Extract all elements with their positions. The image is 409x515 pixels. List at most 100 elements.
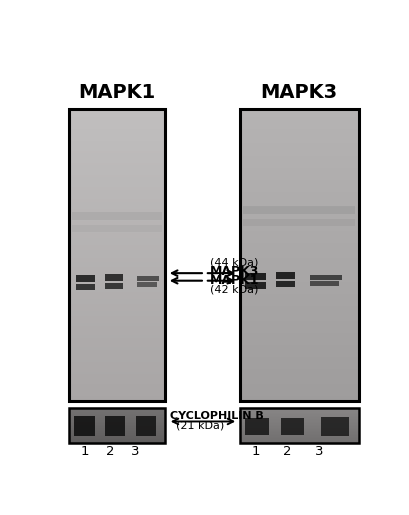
Bar bbox=[69, 352, 165, 355]
Bar bbox=[69, 407, 165, 443]
Bar bbox=[240, 180, 359, 182]
Bar bbox=[69, 274, 165, 277]
Bar bbox=[69, 301, 165, 304]
Bar bbox=[240, 122, 359, 124]
Bar bbox=[240, 342, 359, 345]
Bar bbox=[240, 221, 359, 224]
Bar bbox=[69, 255, 165, 258]
Bar bbox=[240, 372, 359, 374]
Bar bbox=[76, 274, 94, 282]
Bar bbox=[69, 318, 165, 321]
Bar bbox=[240, 214, 359, 216]
Bar bbox=[240, 112, 359, 114]
Bar bbox=[69, 323, 165, 325]
Text: (21 kDa): (21 kDa) bbox=[176, 420, 225, 431]
Text: 3: 3 bbox=[315, 445, 323, 458]
Bar bbox=[69, 202, 165, 204]
Bar bbox=[69, 357, 165, 359]
Bar bbox=[69, 153, 165, 156]
Bar bbox=[240, 260, 359, 263]
Bar bbox=[240, 141, 359, 143]
Bar bbox=[69, 248, 165, 250]
Bar bbox=[69, 109, 165, 112]
Bar bbox=[69, 263, 165, 265]
Bar bbox=[240, 280, 359, 282]
Bar bbox=[69, 369, 165, 372]
Bar bbox=[69, 231, 165, 233]
Bar bbox=[69, 253, 165, 255]
Bar bbox=[69, 314, 165, 316]
Bar bbox=[69, 136, 165, 139]
Bar bbox=[69, 365, 165, 367]
Bar bbox=[240, 202, 359, 204]
Bar bbox=[69, 384, 165, 386]
Bar bbox=[240, 311, 359, 314]
Bar bbox=[240, 170, 359, 173]
Bar bbox=[69, 228, 165, 231]
Bar bbox=[69, 260, 165, 263]
Bar bbox=[69, 304, 165, 306]
Bar bbox=[240, 134, 359, 136]
Bar bbox=[69, 112, 165, 114]
Bar bbox=[240, 369, 359, 372]
Bar bbox=[69, 236, 165, 238]
Bar bbox=[69, 362, 165, 365]
Bar bbox=[240, 185, 359, 187]
Bar bbox=[69, 143, 165, 146]
Bar bbox=[310, 274, 342, 280]
Bar bbox=[240, 238, 359, 241]
Bar bbox=[69, 187, 165, 190]
Text: 3: 3 bbox=[131, 445, 139, 458]
Bar bbox=[240, 163, 359, 165]
Bar bbox=[69, 272, 165, 274]
Bar bbox=[240, 365, 359, 367]
Text: (44 kDa): (44 kDa) bbox=[210, 258, 258, 268]
Bar bbox=[240, 376, 359, 379]
Bar bbox=[240, 274, 359, 277]
Bar bbox=[240, 253, 359, 255]
Bar bbox=[69, 168, 165, 170]
Bar bbox=[105, 274, 124, 281]
Bar bbox=[240, 109, 359, 112]
Bar bbox=[69, 386, 165, 389]
Bar bbox=[240, 314, 359, 316]
Bar bbox=[240, 389, 359, 391]
Bar bbox=[240, 270, 359, 272]
Bar bbox=[240, 291, 359, 294]
Bar bbox=[240, 362, 359, 365]
Bar bbox=[240, 331, 359, 333]
Bar bbox=[69, 265, 165, 267]
Bar bbox=[69, 308, 165, 311]
Bar bbox=[69, 241, 165, 243]
Bar bbox=[240, 308, 359, 311]
Bar bbox=[69, 163, 165, 165]
Bar bbox=[240, 396, 359, 399]
Bar bbox=[69, 280, 165, 282]
Bar bbox=[281, 418, 304, 435]
Bar bbox=[240, 119, 359, 122]
Bar bbox=[69, 243, 165, 246]
Bar bbox=[240, 263, 359, 265]
Bar bbox=[240, 379, 359, 382]
Bar bbox=[69, 214, 165, 216]
Bar bbox=[69, 345, 165, 348]
Bar bbox=[69, 114, 165, 117]
Bar bbox=[69, 134, 165, 136]
Bar bbox=[69, 376, 165, 379]
Bar bbox=[240, 304, 359, 306]
Bar bbox=[69, 391, 165, 393]
Bar bbox=[240, 207, 359, 209]
Bar bbox=[72, 212, 162, 220]
Bar bbox=[69, 122, 165, 124]
Bar bbox=[240, 143, 359, 146]
Bar bbox=[69, 190, 165, 192]
Bar bbox=[240, 277, 359, 280]
Bar bbox=[137, 276, 159, 281]
Bar bbox=[276, 281, 295, 287]
Bar bbox=[240, 131, 359, 134]
Bar bbox=[69, 372, 165, 374]
Bar bbox=[69, 396, 165, 399]
Bar bbox=[69, 204, 165, 207]
Bar bbox=[240, 148, 359, 151]
Bar bbox=[69, 129, 165, 131]
